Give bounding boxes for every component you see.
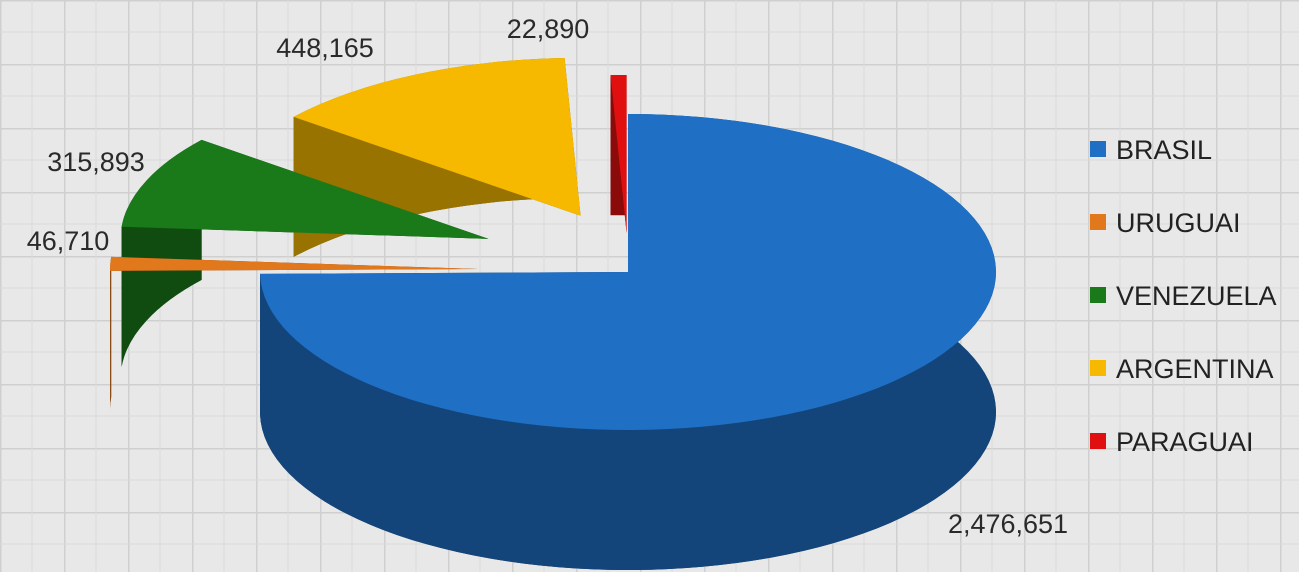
slice-argentina[interactable] bbox=[293, 57, 581, 216]
value-label-argentina: 448,165 bbox=[276, 33, 374, 63]
value-label-brasil: 2,476,651 bbox=[948, 509, 1068, 539]
value-labels: 2,476,651 46,710 315,893 448,165 22,890 bbox=[27, 14, 1068, 539]
legend-swatch bbox=[1090, 141, 1106, 157]
legend-label: VENEZUELA bbox=[1116, 281, 1277, 311]
value-label-uruguai: 46,710 bbox=[27, 226, 110, 256]
legend-item-paraguai[interactable]: PARAGUAI bbox=[1090, 427, 1254, 457]
slice-venezuela[interactable] bbox=[121, 139, 489, 239]
legend-label: PARAGUAI bbox=[1116, 427, 1254, 457]
slice-tops bbox=[110, 57, 997, 430]
legend-item-venezuela[interactable]: VENEZUELA bbox=[1090, 281, 1277, 311]
legend-label: URUGUAI bbox=[1116, 208, 1241, 238]
slice-brasil[interactable] bbox=[260, 114, 997, 430]
legend-swatch bbox=[1090, 214, 1106, 230]
slice-paraguai[interactable] bbox=[610, 75, 627, 234]
value-label-paraguai: 22,890 bbox=[507, 14, 590, 44]
legend-swatch bbox=[1090, 287, 1106, 303]
legend-swatch bbox=[1090, 433, 1106, 449]
slice-front-uruguai bbox=[110, 256, 112, 411]
legend-swatch bbox=[1090, 360, 1106, 376]
value-label-venezuela: 315,893 bbox=[47, 147, 145, 177]
legend-label: ARGENTINA bbox=[1116, 354, 1274, 384]
legend-label: BRASIL bbox=[1116, 135, 1212, 165]
legend-item-brasil[interactable]: BRASIL bbox=[1090, 135, 1212, 165]
legend-item-uruguai[interactable]: URUGUAI bbox=[1090, 208, 1241, 238]
slice-uruguai[interactable] bbox=[110, 256, 479, 271]
legend: BRASIL URUGUAI VENEZUELA ARGENTINA PARAGUAI bbox=[1090, 135, 1277, 457]
legend-item-argentina[interactable]: ARGENTINA bbox=[1090, 354, 1274, 384]
